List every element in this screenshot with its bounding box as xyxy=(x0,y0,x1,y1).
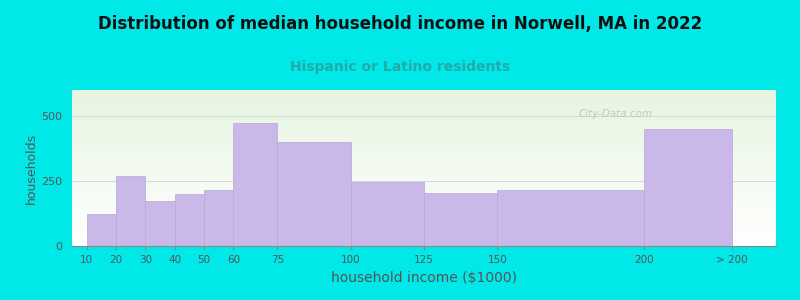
Text: Hispanic or Latino residents: Hispanic or Latino residents xyxy=(290,60,510,74)
Bar xyxy=(146,200,174,246)
Bar xyxy=(644,129,732,246)
Bar xyxy=(234,122,278,246)
Bar xyxy=(498,190,644,246)
Text: City-Data.com: City-Data.com xyxy=(579,109,653,119)
Bar xyxy=(424,193,498,246)
Bar xyxy=(204,190,234,246)
Bar xyxy=(350,182,424,246)
Bar xyxy=(174,194,204,246)
Y-axis label: households: households xyxy=(26,132,38,204)
Bar xyxy=(116,176,146,246)
Bar xyxy=(86,214,116,246)
Bar xyxy=(278,142,350,246)
X-axis label: household income ($1000): household income ($1000) xyxy=(331,271,517,285)
Text: Distribution of median household income in Norwell, MA in 2022: Distribution of median household income … xyxy=(98,15,702,33)
